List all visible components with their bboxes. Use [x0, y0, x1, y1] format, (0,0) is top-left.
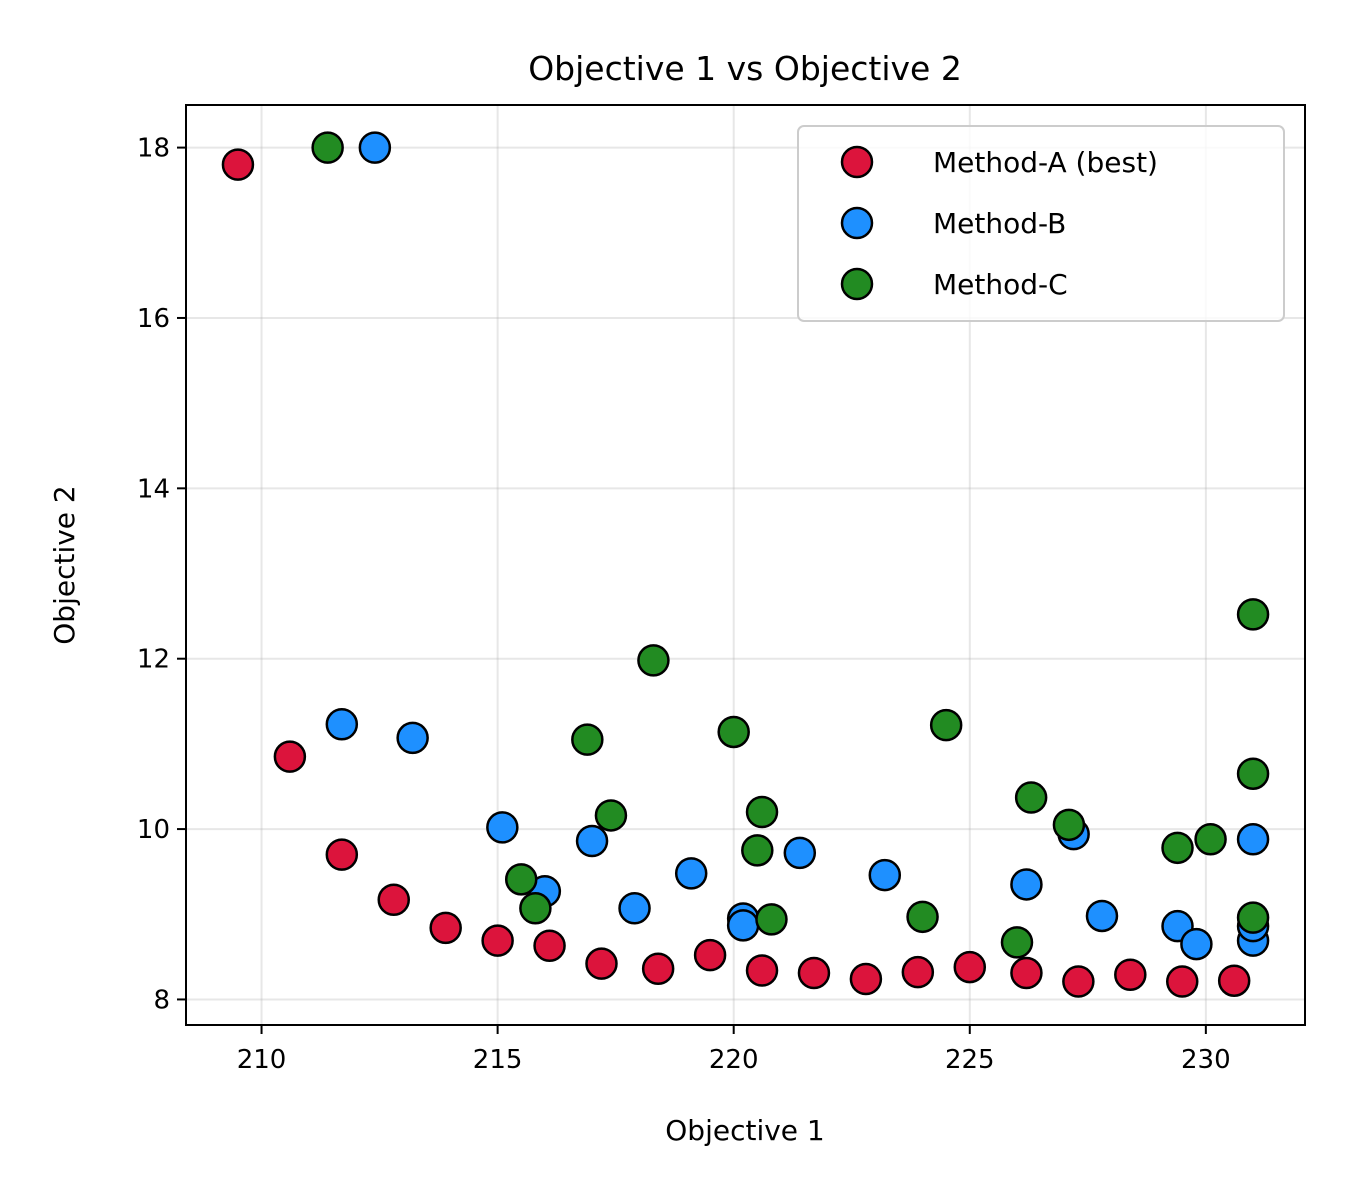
x-axis: 210 215 220 225 230 [237, 1025, 1231, 1075]
data-point [1194, 823, 1227, 856]
data-point [358, 131, 392, 164]
data-point [311, 131, 344, 164]
data-point [504, 863, 538, 896]
data-point [486, 811, 519, 844]
legend-marker [840, 267, 874, 301]
data-point [1062, 965, 1095, 998]
legend-label: Method-C [933, 268, 1068, 301]
data-point [585, 947, 618, 980]
series-3 [311, 131, 1270, 959]
y-axis: 8 10 12 14 16 18 [137, 134, 186, 1015]
data-point [674, 857, 708, 890]
data-point [755, 903, 788, 936]
data-point [575, 824, 609, 858]
data-point [1000, 926, 1034, 959]
data-point [797, 956, 831, 990]
data-points [221, 131, 1270, 998]
data-point [849, 962, 883, 996]
data-point [396, 721, 429, 755]
data-point [1010, 956, 1043, 990]
data-point [1180, 927, 1213, 961]
x-tick-label: 210 [237, 1045, 287, 1075]
data-point [637, 644, 670, 677]
chart-title: Objective 1 vs Objective 2 [528, 49, 962, 88]
data-point [1236, 598, 1270, 631]
data-point [741, 834, 774, 867]
data-point [1114, 958, 1147, 991]
series-1 [221, 148, 1251, 998]
data-point [745, 954, 779, 987]
legend-label: Method-B [933, 207, 1066, 240]
data-point [594, 799, 628, 832]
data-point [519, 892, 552, 925]
y-tick-label: 18 [137, 134, 170, 164]
x-tick-label: 230 [1181, 1045, 1231, 1075]
data-point [868, 858, 902, 892]
data-point [1085, 899, 1119, 933]
data-point [618, 892, 651, 925]
data-point [571, 723, 604, 756]
data-point [1014, 781, 1048, 814]
data-point [717, 715, 750, 749]
data-point [693, 938, 727, 972]
data-point [726, 909, 760, 942]
y-tick-label: 12 [137, 645, 170, 675]
data-point [325, 708, 359, 741]
data-point [953, 950, 987, 984]
data-point [906, 900, 939, 934]
y-tick-label: 10 [137, 815, 170, 845]
data-point [1052, 808, 1086, 842]
x-axis-label: Objective 1 [665, 1114, 824, 1147]
data-point [929, 708, 963, 742]
plot-frame [185, 104, 1306, 1026]
y-axis-label: Objective 2 [48, 485, 81, 644]
data-point [901, 955, 935, 989]
x-tick-label: 220 [709, 1045, 759, 1075]
x-tick-label: 225 [945, 1045, 995, 1075]
data-point [1010, 868, 1043, 901]
data-point [429, 911, 462, 945]
data-point [783, 836, 817, 870]
data-point [1236, 823, 1270, 856]
data-point [641, 952, 675, 986]
legend: Method-A (best) Method-B Method-C [797, 125, 1285, 322]
data-point [221, 148, 255, 181]
data-point [377, 883, 410, 917]
data-point [273, 740, 307, 773]
data-point [325, 838, 359, 871]
data-point [1165, 965, 1199, 998]
legend-box [797, 125, 1285, 322]
data-point [1236, 757, 1270, 790]
y-tick-label: 8 [153, 985, 170, 1015]
x-tick-label: 215 [473, 1045, 523, 1075]
data-point [1161, 831, 1194, 865]
data-point [1217, 964, 1251, 997]
data-point [481, 924, 514, 957]
legend-label: Method-A (best) [933, 146, 1158, 179]
data-point [533, 929, 566, 963]
data-point [1236, 901, 1270, 934]
legend-marker [840, 145, 874, 179]
y-tick-label: 14 [137, 474, 170, 504]
data-point [745, 795, 779, 829]
y-tick-label: 16 [137, 304, 170, 334]
legend-marker [840, 206, 874, 240]
